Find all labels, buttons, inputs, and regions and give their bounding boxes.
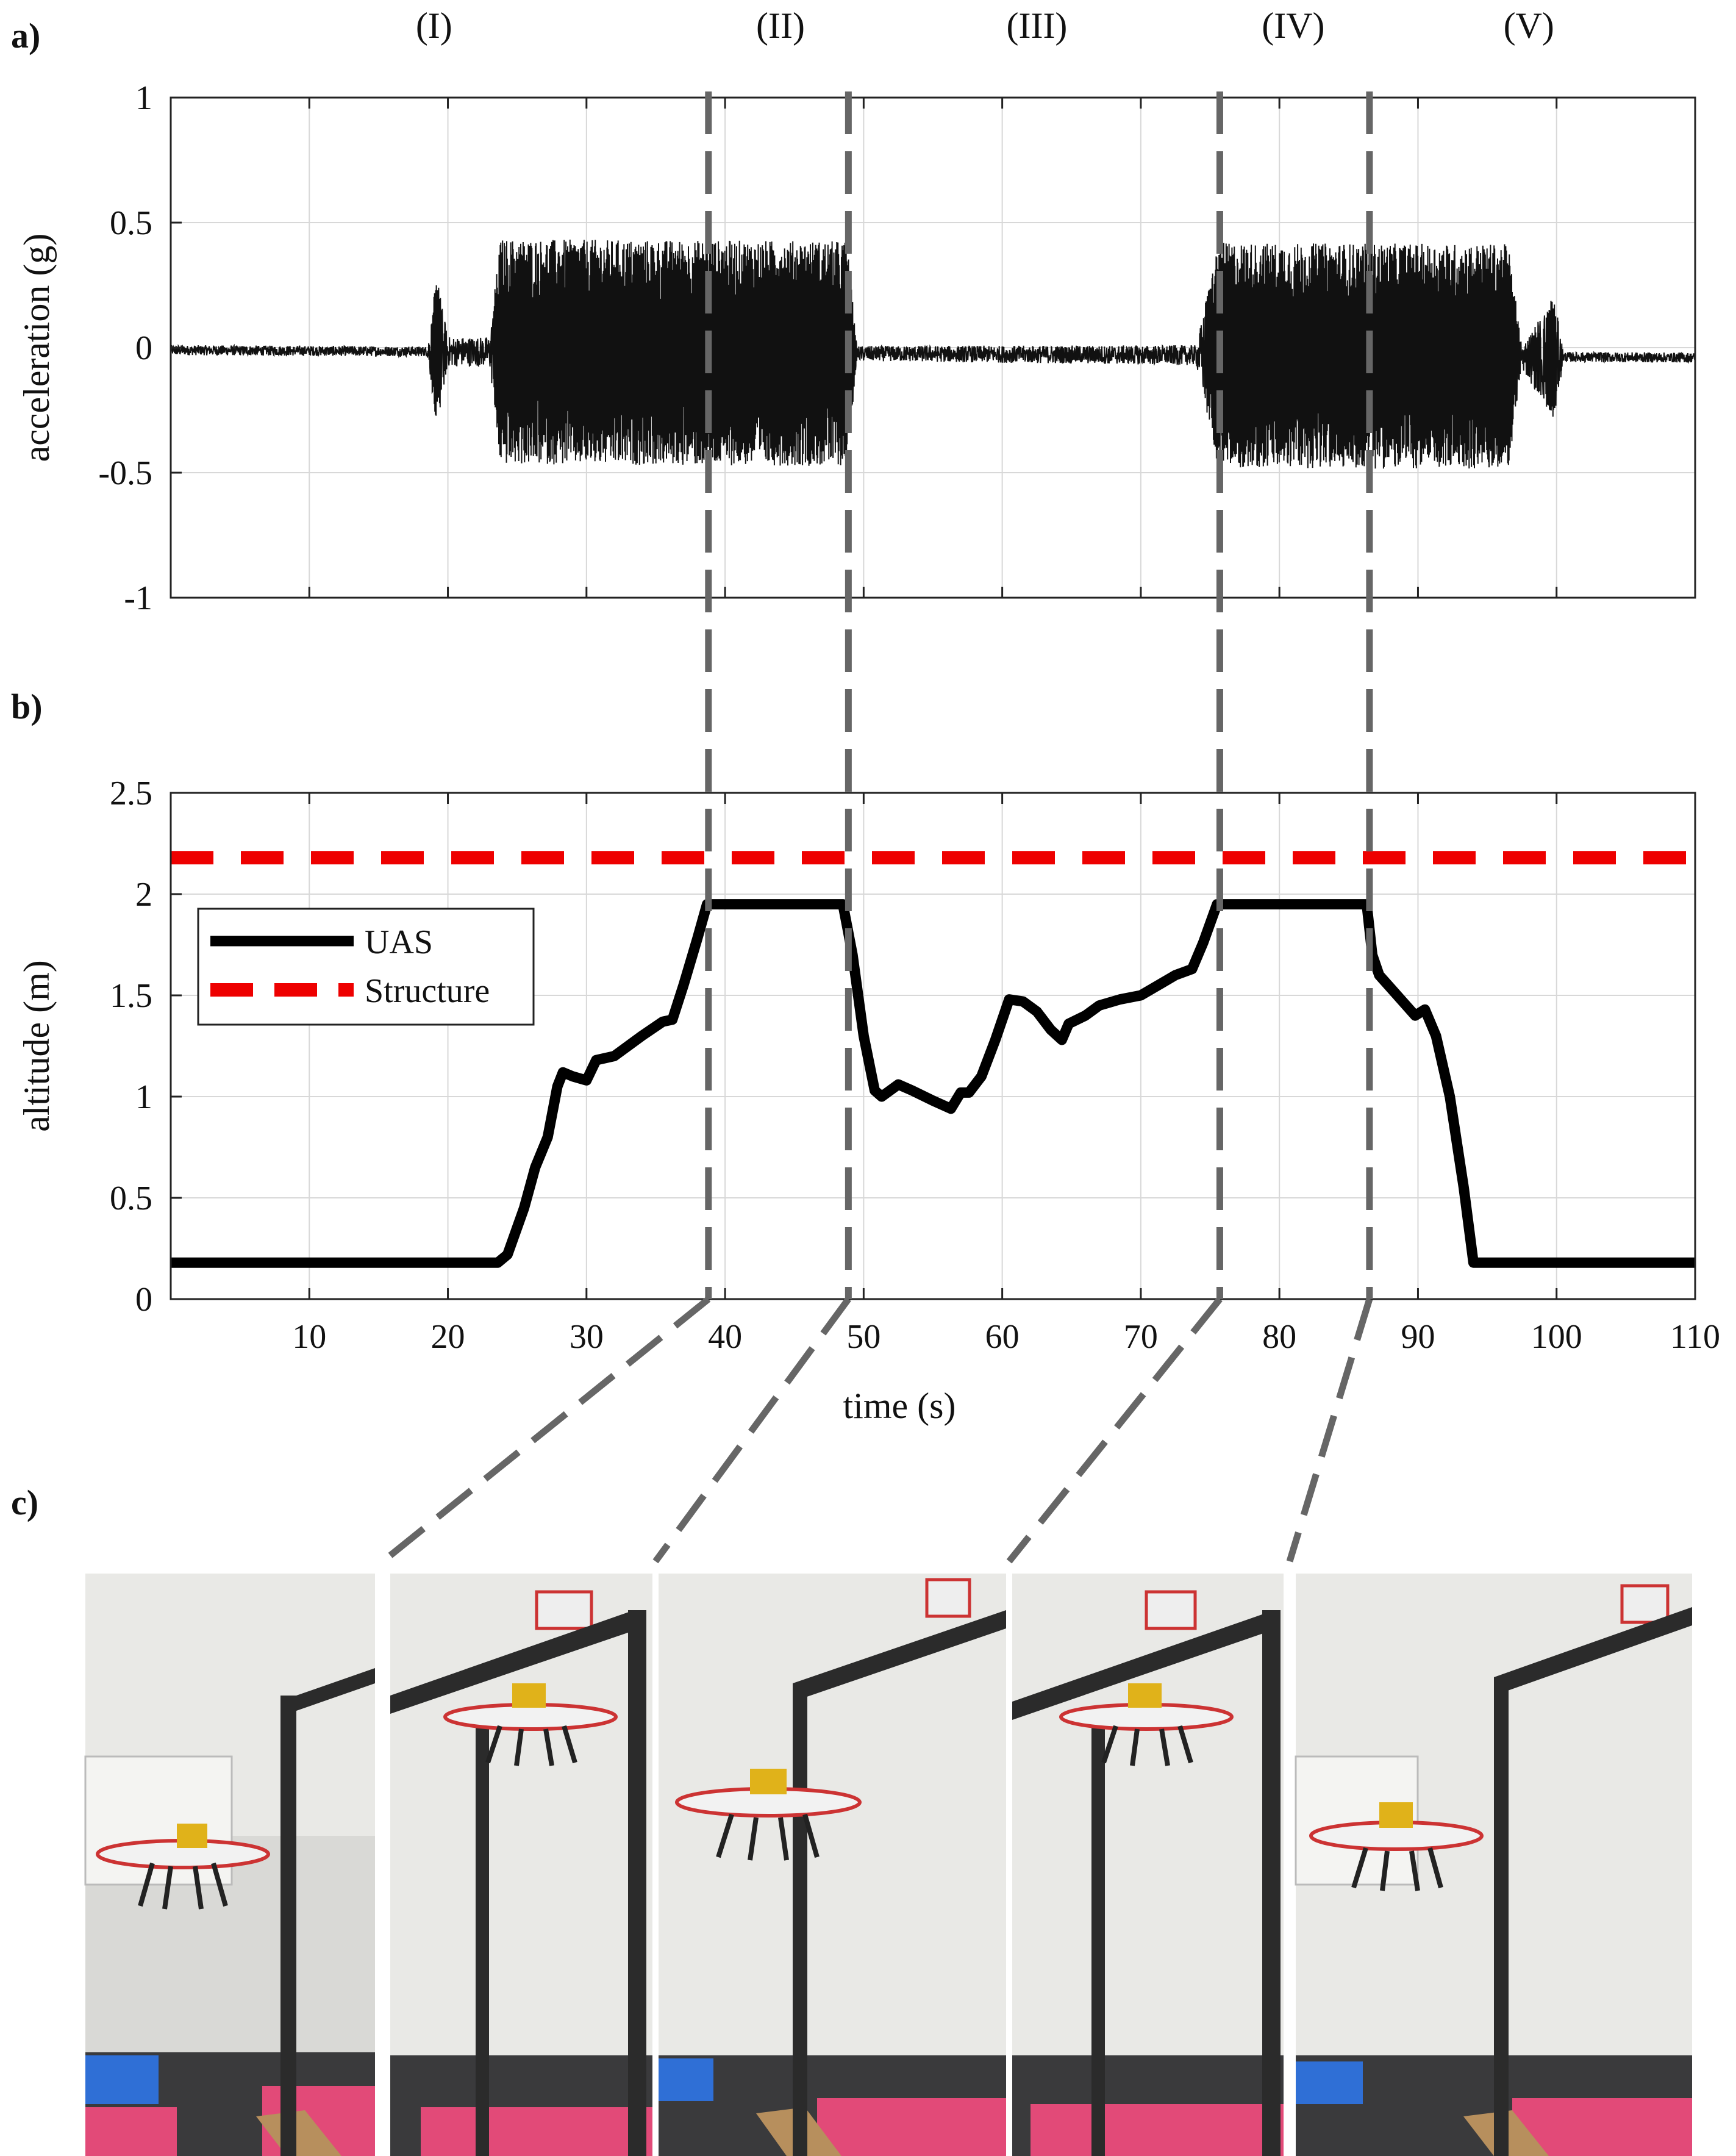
photo-strip: [84, 1574, 1692, 2156]
phase-labels: (I) (II) (III) (IV) (V): [416, 5, 1554, 46]
photo-5: [1295, 1574, 1692, 2156]
acceleration-chart: 1 0.5 0 -0.5 -1 acceleration (g): [16, 79, 1696, 617]
y-tick-label-b-4: 0.5: [110, 1180, 152, 1217]
x-tick-labels-b: 10 20 30 40 50 60 70 80 90 100 110: [292, 1318, 1720, 1356]
phase-label-2: (II): [756, 5, 805, 46]
x-tick-label-3: 40: [708, 1318, 742, 1356]
photo-1: [84, 1574, 375, 2156]
legend-uas-label: UAS: [365, 923, 433, 961]
ticks-b: [171, 792, 1696, 1300]
y-tick-label-b-3: 1: [135, 1078, 152, 1116]
x-tick-label-2: 30: [570, 1318, 604, 1356]
axes-box-b: [170, 792, 1696, 1300]
x-tick-label-0: 10: [292, 1318, 326, 1356]
y-tick-label-a-1: 0.5: [110, 204, 152, 242]
x-tick-label-9: 100: [1531, 1318, 1582, 1356]
y-tick-label-b-2: 1.5: [110, 977, 152, 1015]
connector-2: [652, 1297, 851, 1564]
y-axis-label-a: acceleration (g): [16, 234, 57, 462]
connector-1: [380, 1296, 711, 1564]
y-tick-label-a-2: 0: [135, 329, 152, 367]
panel-label-b: b): [11, 687, 43, 726]
phase-boundaries: [705, 91, 1373, 1299]
altitude-chart: 2.5 2 1.5 1 0.5 0 10 20 30 40 50 60 70 80 90 100 110 al…: [16, 775, 1720, 1426]
connector-lines: [380, 1296, 1373, 1564]
photo-4: [1012, 1574, 1284, 2156]
y-tick-label-a-3: -0.5: [98, 454, 152, 492]
x-tick-label-7: 80: [1262, 1318, 1296, 1356]
legend: UAS Structure: [197, 908, 535, 1026]
y-axis-label-b: altitude (m): [16, 960, 57, 1132]
connector-3: [1006, 1297, 1223, 1564]
panel-label-c: c): [11, 1483, 38, 1522]
y-tick-label-b-5: 0: [135, 1281, 152, 1319]
x-tick-label-1: 20: [431, 1318, 465, 1356]
ticks-a: [171, 96, 1696, 599]
phase-label-4: (IV): [1262, 5, 1324, 46]
x-tick-label-5: 60: [985, 1318, 1020, 1356]
y-tick-label-a-0: 1: [135, 79, 152, 117]
y-tick-label-b-1: 2: [135, 876, 152, 914]
connector-4: [1286, 1298, 1373, 1563]
x-axis-label-b: time (s): [843, 1386, 956, 1426]
photo-2: [390, 1574, 652, 2156]
y-tick-label-b-0: 2.5: [110, 775, 152, 812]
x-tick-label-10: 110: [1670, 1318, 1720, 1356]
acceleration-trace: [171, 239, 1695, 469]
x-tick-label-8: 90: [1401, 1318, 1435, 1356]
legend-structure-label: Structure: [365, 972, 490, 1010]
y-tick-labels-b: 2.5 2 1.5 1 0.5 0: [110, 775, 152, 1319]
panel-label-a: a): [11, 16, 40, 56]
photo-3: [659, 1574, 1006, 2156]
phase-label-5: (V): [1504, 5, 1554, 46]
phase-label-3: (III): [1007, 5, 1068, 46]
y-tick-labels-a: 1 0.5 0 -0.5 -1: [98, 79, 152, 617]
x-tick-label-4: 50: [846, 1318, 881, 1356]
phase-label-1: (I): [416, 5, 452, 46]
x-tick-label-6: 70: [1124, 1318, 1158, 1356]
legend-box: [197, 908, 535, 1026]
y-tick-label-a-4: -1: [124, 579, 152, 617]
